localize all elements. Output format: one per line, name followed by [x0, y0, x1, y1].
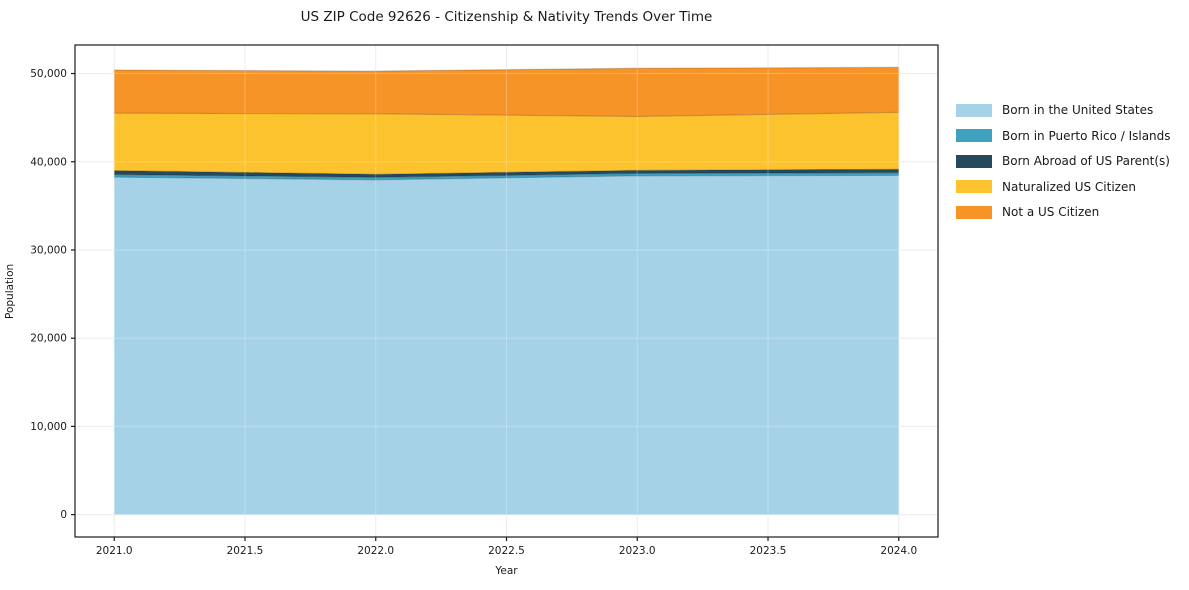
y-tick-label: 50,000	[30, 68, 67, 80]
legend-item: Naturalized US Citizen	[956, 180, 1171, 194]
y-axis-label: Population	[4, 263, 16, 319]
legend-swatch	[956, 154, 992, 168]
legend-item: Not a US Citizen	[956, 205, 1171, 219]
area-series-3	[114, 169, 899, 178]
x-tick-label: 2021.0	[96, 545, 133, 557]
legend-label: Naturalized US Citizen	[1002, 179, 1136, 194]
legend: Born in the United States Born in Puerto …	[956, 103, 1171, 219]
legend-label: Born Abroad of US Parent(s)	[1002, 154, 1170, 168]
x-tick-label: 2023.0	[619, 545, 656, 557]
area-boundary	[114, 66, 899, 72]
area-series-4	[114, 112, 899, 175]
legend-label: Born in Puerto Rico / Islands	[1002, 128, 1171, 143]
y-tick-label: 0	[60, 509, 67, 521]
chart-title: US ZIP Code 92626 - Citizenship & Nativi…	[300, 9, 713, 25]
legend-item: Born in Puerto Rico / Islands	[956, 129, 1171, 143]
x-tick-label: 2022.0	[357, 545, 394, 557]
area-boundary	[114, 172, 899, 178]
y-tick-label: 30,000	[30, 244, 67, 256]
legend-swatch	[956, 129, 992, 142]
area-boundary	[114, 168, 899, 175]
legend-swatch	[956, 103, 992, 117]
legend-swatch	[956, 180, 992, 193]
y-tick-label: 10,000	[30, 421, 67, 433]
legend-item: Born Abroad of US Parent(s)	[956, 154, 1171, 168]
legend-label: Not a US Citizen	[1002, 205, 1100, 219]
area-series-2	[114, 172, 899, 180]
y-tick-label: 40,000	[30, 156, 67, 168]
x-axis-label: Year	[495, 565, 518, 577]
legend-swatch	[956, 205, 992, 219]
legend-label: Born in the United States	[1002, 103, 1154, 117]
y-tick-label: 20,000	[30, 333, 67, 345]
x-tick-label: 2022.5	[488, 545, 525, 557]
area-boundary	[114, 111, 899, 118]
area-boundary	[114, 174, 899, 181]
x-tick-label: 2021.5	[227, 545, 264, 557]
legend-item: Born in the United States	[956, 103, 1171, 117]
x-tick-label: 2023.5	[750, 545, 787, 557]
area-series-5	[114, 67, 899, 117]
area-series-1	[114, 175, 899, 515]
x-tick-label: 2024.0	[880, 545, 917, 557]
